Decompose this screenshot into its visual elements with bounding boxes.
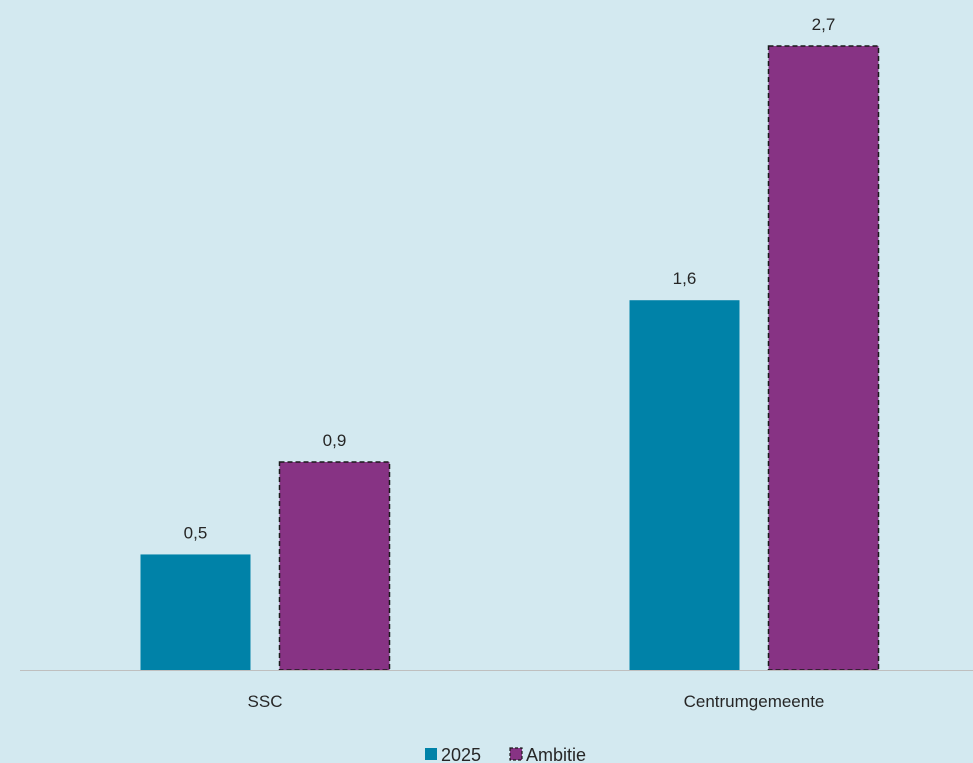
bar-ambitie-0 (278, 461, 391, 671)
legend-swatch-2025 (425, 748, 437, 760)
bars-group (140, 45, 880, 671)
data-label-2025-0: 0,5 (184, 523, 208, 542)
category-label-1: Centrumgemeente (684, 692, 825, 711)
bar-ambitie-1 (767, 45, 880, 671)
legend-label-ambitie: Ambitie (526, 745, 586, 763)
bar-2025-0 (140, 554, 251, 670)
data-label-ambitie-1: 2,7 (812, 15, 836, 34)
legend-swatch-ambitie (509, 747, 523, 761)
category-label-0: SSC (248, 692, 283, 711)
legend-label-2025: 2025 (441, 745, 481, 763)
data-labels-group: 0,5 0,9 1,6 2,7 (184, 15, 836, 542)
category-labels-group: SSC Centrumgemeente (248, 692, 825, 711)
data-label-2025-1: 1,6 (673, 269, 697, 288)
legend: 2025 Ambitie (425, 745, 586, 763)
data-label-ambitie-0: 0,9 (323, 431, 347, 450)
bar-2025-1 (629, 300, 740, 670)
